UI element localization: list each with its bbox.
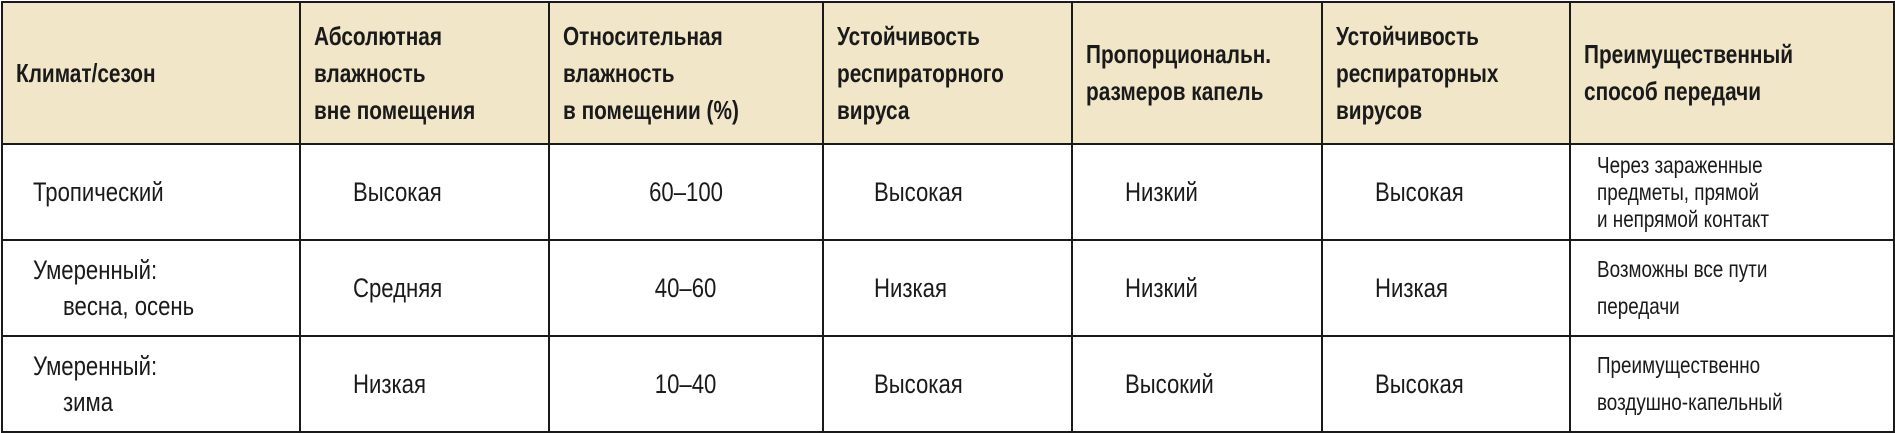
cell-line: Возможны все пути: [1597, 256, 1768, 282]
header-line: в помещении (%): [563, 94, 739, 125]
header-line: размеров капель: [1086, 76, 1264, 106]
cell-value: Высокая: [874, 369, 963, 399]
header-transmission: Преимущественный способ передачи: [1569, 1, 1895, 145]
header-line: влажность: [314, 57, 426, 88]
cell-value: Высокий: [1125, 369, 1214, 399]
header-line: вируса: [837, 94, 910, 125]
cell-value: Низкий: [1125, 273, 1198, 303]
cell-value: Низкая: [353, 369, 426, 399]
cell-line: зима: [63, 387, 114, 417]
table-row: Умеренный: весна, осень Средняя 40–60 Низкая…: [1, 239, 1895, 337]
cell-line: Через зараженные: [1597, 151, 1763, 178]
header-line: вне помещения: [314, 94, 476, 125]
header-abs-humidity: Абсолютная влажность вне помещения: [299, 1, 550, 145]
cell-line: предметы, прямой: [1597, 178, 1759, 205]
header-line: влажность: [563, 57, 675, 88]
cell-value: Высокая: [353, 177, 442, 207]
cell-value: Высокая: [874, 177, 963, 207]
cell-abs-humidity: Средняя: [299, 239, 550, 337]
table-row: Тропический Высокая 60–100 Высокая Низкий Выс…: [1, 143, 1895, 241]
cell-line: Преимущественно: [1597, 352, 1761, 378]
cell-abs-humidity: Низкая: [299, 335, 550, 433]
cell-viruses-stability: Высокая: [1321, 143, 1571, 241]
cell-abs-humidity: Высокая: [299, 143, 550, 241]
header-line: Пропорциональн.: [1086, 39, 1272, 69]
table-row: Умеренный: зима Низкая 10–40 Высокая Высокий В…: [1, 335, 1895, 433]
header-line: Преимущественный: [1584, 39, 1794, 69]
cell-rel-humidity: 10–40: [548, 335, 824, 433]
cell-line: весна, осень: [63, 291, 195, 321]
cell-climate: Умеренный: зима: [1, 335, 301, 433]
cell-droplet-size: Низкий: [1071, 239, 1323, 337]
cell-value: 40–60: [655, 273, 717, 303]
cell-line: Умеренный:: [33, 351, 158, 381]
header-line: Климат/сезон: [16, 57, 156, 88]
cell-virus-stability: Высокая: [822, 335, 1073, 433]
cell-transmission: Возможны все пути передачи: [1569, 239, 1895, 337]
header-line: вирусов: [1336, 94, 1423, 125]
cell-line: и непрямой контакт: [1597, 205, 1770, 232]
cell-value: Низкая: [874, 273, 947, 303]
cell-transmission: Преимущественно воздушно-капельный: [1569, 335, 1895, 433]
header-line: Относительная: [563, 20, 723, 51]
cell-rel-humidity: 60–100: [548, 143, 824, 241]
cell-value: 10–40: [655, 369, 717, 399]
cell-value: 60–100: [649, 177, 723, 207]
cell-value: Средняя: [353, 273, 443, 303]
cell-value: Высокая: [1375, 177, 1464, 207]
cell-line: передачи: [1597, 293, 1680, 319]
header-droplet-size: Пропорциональн. размеров капель: [1071, 1, 1323, 145]
header-viruses-stability: Устойчивость респираторных вирусов: [1321, 1, 1571, 145]
header-line: Абсолютная: [314, 20, 442, 51]
header-rel-humidity: Относительная влажность в помещении (%): [548, 1, 824, 145]
header-climate: Климат/сезон: [1, 1, 301, 145]
header-virus-stability: Устойчивость респираторного вируса: [822, 1, 1073, 145]
cell-value: Высокая: [1375, 369, 1464, 399]
cell-droplet-size: Низкий: [1071, 143, 1323, 241]
cell-line: воздушно-капельный: [1597, 389, 1783, 415]
header-line: респираторного: [837, 57, 1004, 88]
cell-value: Низкий: [1125, 177, 1198, 207]
cell-value: Низкая: [1375, 273, 1448, 303]
cell-line: Тропический: [33, 177, 164, 207]
cell-viruses-stability: Высокая: [1321, 335, 1571, 433]
cell-line: Умеренный:: [33, 255, 158, 285]
cell-viruses-stability: Низкая: [1321, 239, 1571, 337]
cell-climate: Умеренный: весна, осень: [1, 239, 301, 337]
header-line: Устойчивость: [1336, 20, 1479, 51]
cell-rel-humidity: 40–60: [548, 239, 824, 337]
cell-transmission: Через зараженные предметы, прямой и непрям…: [1569, 143, 1895, 241]
cell-virus-stability: Низкая: [822, 239, 1073, 337]
header-line: способ передачи: [1584, 76, 1761, 106]
cell-droplet-size: Высокий: [1071, 335, 1323, 433]
header-line: Устойчивость: [837, 20, 980, 51]
header-line: респираторных: [1336, 57, 1499, 88]
cell-climate: Тропический: [1, 143, 301, 241]
cell-virus-stability: Высокая: [822, 143, 1073, 241]
header-row: Климат/сезон Абсолютная влажность вне помещ…: [1, 1, 1895, 145]
